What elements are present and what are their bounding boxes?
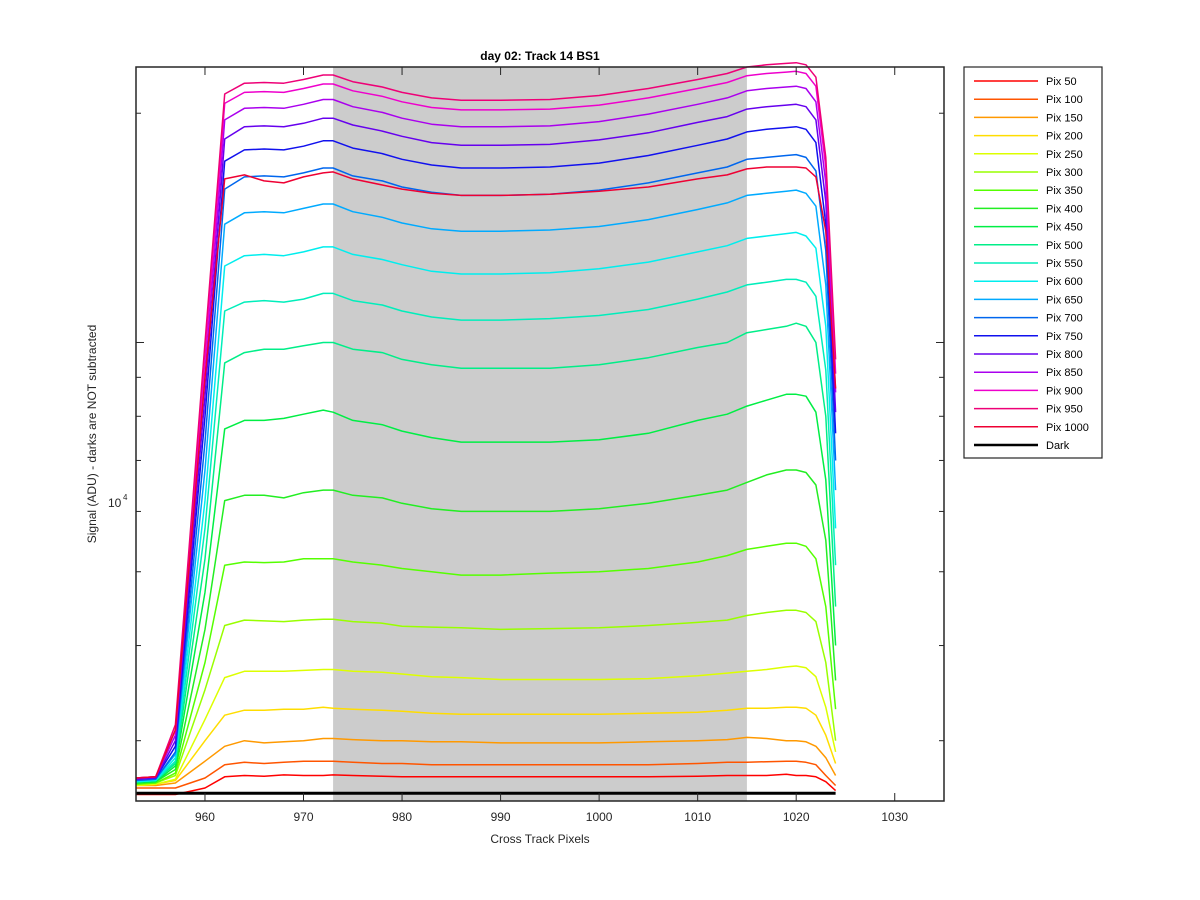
series-line-pix-200: [135, 706, 837, 787]
legend-label: Pix 700: [1046, 313, 1083, 325]
legend-label: Pix 200: [1046, 131, 1083, 143]
series-line-pix-1000: [135, 166, 837, 779]
x-tick-label: 1000: [586, 810, 613, 824]
y-major-tick-label: 10 4: [108, 493, 128, 510]
ticks-group: [136, 67, 944, 801]
legend-label: Pix 100: [1046, 94, 1083, 106]
legend-label: Pix 950: [1046, 404, 1083, 416]
legend-label: Pix 600: [1046, 276, 1083, 288]
x-tick-label: 970: [293, 810, 313, 824]
series-line-pix-50: [136, 773, 837, 796]
y-tick-label-base: 10: [108, 496, 122, 510]
series-line-pix-100: [136, 760, 837, 789]
legend-label: Pix 50: [1046, 76, 1077, 88]
series-line-pix-450: [135, 393, 837, 784]
legend-label: Pix 350: [1046, 185, 1083, 197]
x-tick-label: 980: [392, 810, 412, 824]
x-tick-label: 1020: [783, 810, 810, 824]
x-tick-labels: 960 970 980 990 1000 1010 1020 1030: [195, 810, 908, 824]
series-line-pix-300: [135, 609, 837, 785]
series-line-pix-900: [135, 70, 837, 779]
legend-label: Pix 150: [1046, 112, 1083, 124]
series-line-pix-500: [135, 322, 837, 783]
series-line-pix-550: [135, 278, 837, 783]
series-line-pix-600: [135, 231, 837, 783]
legend: Pix 50 Pix 100 Pix 150 Pix 200 Pix 250 Pix 30…: [963, 66, 1103, 459]
series-line-pix-150: [136, 736, 837, 787]
legend-label: Pix 550: [1046, 258, 1083, 270]
plot-frame: [135, 66, 945, 802]
series-line-pix-400: [135, 469, 837, 784]
shaded-region: [333, 67, 747, 801]
legend-label: Pix 1000: [1046, 422, 1089, 434]
series-group: [135, 61, 837, 796]
legend-label: Pix 850: [1046, 367, 1083, 379]
legend-label: Pix 900: [1046, 385, 1083, 397]
legend-label: Pix 400: [1046, 203, 1083, 215]
series-line-pix-350: [135, 542, 837, 785]
legend-label: Pix 300: [1046, 167, 1083, 179]
chart-title: day 02: Track 14 BS1: [480, 49, 600, 63]
legend-label: Dark: [1046, 440, 1070, 452]
series-line-pix-950: [135, 61, 837, 779]
x-tick-label: 1010: [684, 810, 711, 824]
x-tick-label: 960: [195, 810, 215, 824]
series-line-pix-800: [135, 103, 837, 780]
x-tick-label: 1030: [881, 810, 908, 824]
legend-label: Pix 750: [1046, 331, 1083, 343]
legend-label: Pix 250: [1046, 149, 1083, 161]
x-tick-label: 990: [491, 810, 511, 824]
series-line-pix-850: [135, 85, 837, 779]
series-line-pix-750: [135, 125, 837, 780]
x-axis-label: Cross Track Pixels: [490, 832, 589, 846]
series-line-pix-650: [135, 189, 837, 782]
y-axis-label: Signal (ADU) - darks are NOT subtracted: [85, 325, 99, 544]
y-tick-label-exponent: 4: [123, 493, 128, 502]
legend-label: Pix 450: [1046, 222, 1083, 234]
series-line-pix-250: [135, 665, 837, 787]
legend-label: Pix 650: [1046, 294, 1083, 306]
legend-label: Pix 500: [1046, 240, 1083, 252]
legend-label: Pix 800: [1046, 349, 1083, 361]
